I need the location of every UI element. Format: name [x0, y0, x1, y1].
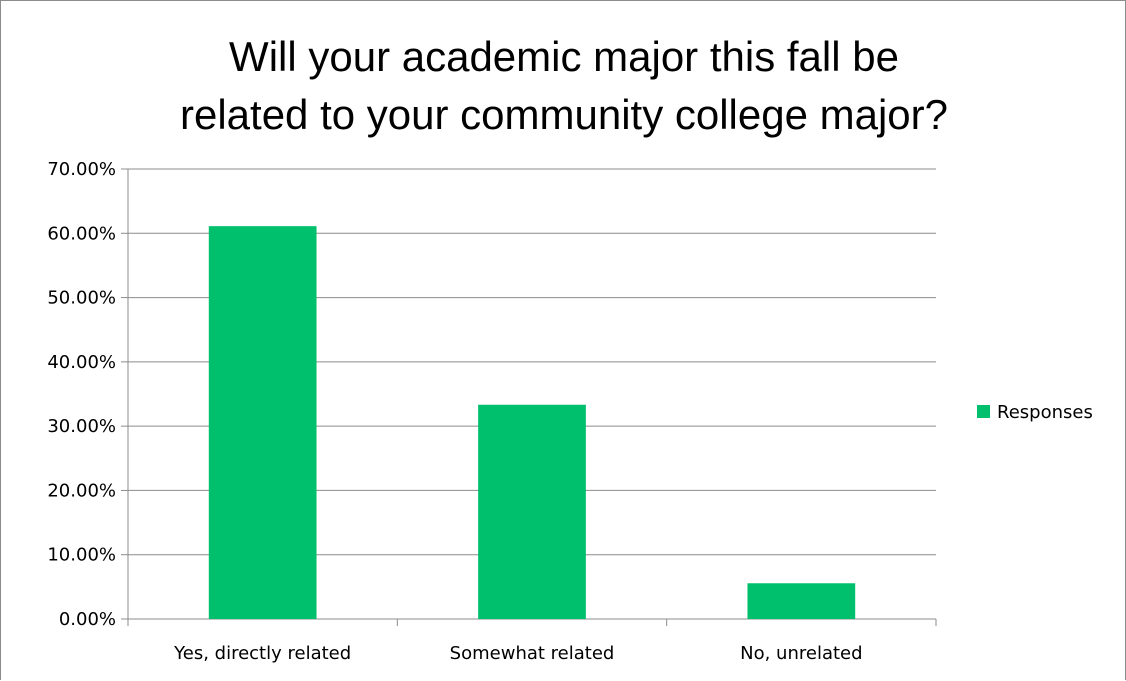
chart-title-line: Will your academic major this fall be: [229, 33, 899, 80]
y-tick-label: 0.00%: [59, 609, 116, 630]
y-tick-label: 70.00%: [47, 159, 116, 180]
y-tick-label: 50.00%: [47, 288, 116, 309]
y-tick-label: 60.00%: [47, 223, 116, 244]
y-tick-label: 30.00%: [47, 416, 116, 437]
y-tick-label: 20.00%: [47, 480, 116, 501]
y-tick-label: 10.00%: [47, 545, 116, 566]
bar: [208, 226, 317, 619]
y-tick-labels: 0.00% 10.00% 20.00% 30.00% 40.00% 50.00% 60.00…: [47, 159, 116, 630]
legend-swatch: [977, 405, 990, 418]
chart-title: Will your academic major this fall be rel…: [180, 33, 948, 138]
legend: Responses: [977, 402, 1093, 423]
x-tick-label: No, unrelated: [740, 643, 862, 664]
x-tick-labels: Yes, directly related Somewhat related No,…: [173, 643, 862, 664]
x-tick-label: Yes, directly related: [173, 643, 351, 664]
y-tick-label: 40.00%: [47, 352, 116, 373]
legend-label: Responses: [997, 402, 1093, 423]
chart-title-line: related to your community college major?: [180, 91, 948, 138]
x-tick-label: Somewhat related: [450, 643, 615, 664]
bar: [747, 583, 856, 619]
bars: [208, 226, 856, 619]
bar: [478, 404, 586, 619]
